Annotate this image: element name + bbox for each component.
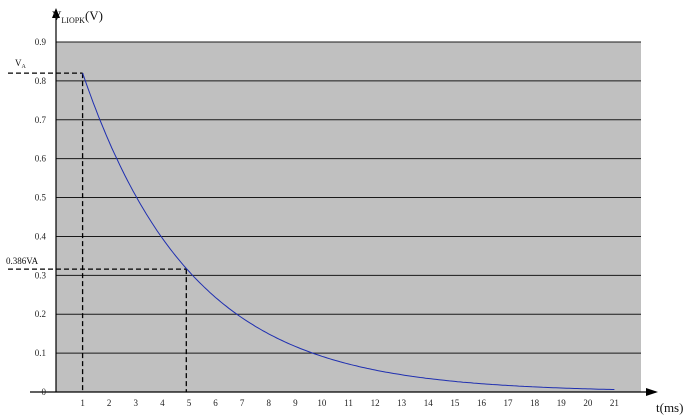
y-tick-label: 0.2 bbox=[35, 309, 46, 319]
y-tick-label: 0.9 bbox=[35, 37, 47, 47]
x-tick-label: 1 bbox=[80, 398, 85, 408]
y-tick-label: 0.6 bbox=[35, 154, 47, 164]
x-tick-label: 8 bbox=[266, 398, 271, 408]
x-tick-label: 16 bbox=[477, 398, 487, 408]
plot-background bbox=[56, 42, 641, 392]
y-tick-label: 0 bbox=[42, 387, 47, 397]
x-tick-label: 14 bbox=[424, 398, 434, 408]
y-tick-label: 0.3 bbox=[35, 270, 47, 280]
x-tick-label: 15 bbox=[450, 398, 460, 408]
dashed-guides bbox=[8, 72, 187, 392]
x-tick-label: 7 bbox=[240, 398, 245, 408]
x-tick-label: 21 bbox=[610, 398, 619, 408]
x-tick-label: 2 bbox=[107, 398, 112, 408]
y-tick-labels: 0 0.1 0.2 0.3 0.4 0.5 0.6 0.7 0.8 0.9 bbox=[35, 37, 47, 397]
x-axis-arrow bbox=[646, 388, 658, 396]
y-tick-label: 0.5 bbox=[35, 193, 47, 203]
x-tick-label: 19 bbox=[557, 398, 567, 408]
x-tick-label: 18 bbox=[530, 398, 540, 408]
x-tick-label: 11 bbox=[344, 398, 353, 408]
x-tick-label: 5 bbox=[187, 398, 192, 408]
x-tick-label: 13 bbox=[397, 398, 407, 408]
x-tick-label: 12 bbox=[371, 398, 380, 408]
y-tick-label: 0.8 bbox=[35, 76, 47, 86]
x-tick-label: 20 bbox=[583, 398, 593, 408]
x-tick-label: 10 bbox=[317, 398, 327, 408]
x-tick-label: 4 bbox=[160, 398, 165, 408]
annotation-va: VA bbox=[15, 58, 27, 70]
y-axis-title: VLIOPK(V) bbox=[52, 8, 103, 25]
y-tick-label: 0.4 bbox=[35, 231, 47, 241]
axes bbox=[30, 8, 658, 396]
x-tick-label: 6 bbox=[213, 398, 218, 408]
x-tick-label: 17 bbox=[504, 398, 514, 408]
y-tick-label: 0.7 bbox=[35, 115, 47, 125]
x-tick-label: 3 bbox=[134, 398, 139, 408]
x-tick-label: 9 bbox=[293, 398, 298, 408]
x-tick-labels: 1 2 3 4 5 6 7 8 9 10 11 12 13 14 15 16 17 18 19 20 21 bbox=[80, 398, 619, 408]
x-axis-title: t(ms) bbox=[656, 400, 683, 415]
grid-lines bbox=[56, 41, 641, 354]
series-line-curve bbox=[82, 72, 615, 390]
annotation-0386va: 0.386VA bbox=[6, 256, 39, 266]
y-axis-arrow bbox=[52, 8, 60, 18]
y-tick-label: 0.1 bbox=[35, 348, 46, 358]
